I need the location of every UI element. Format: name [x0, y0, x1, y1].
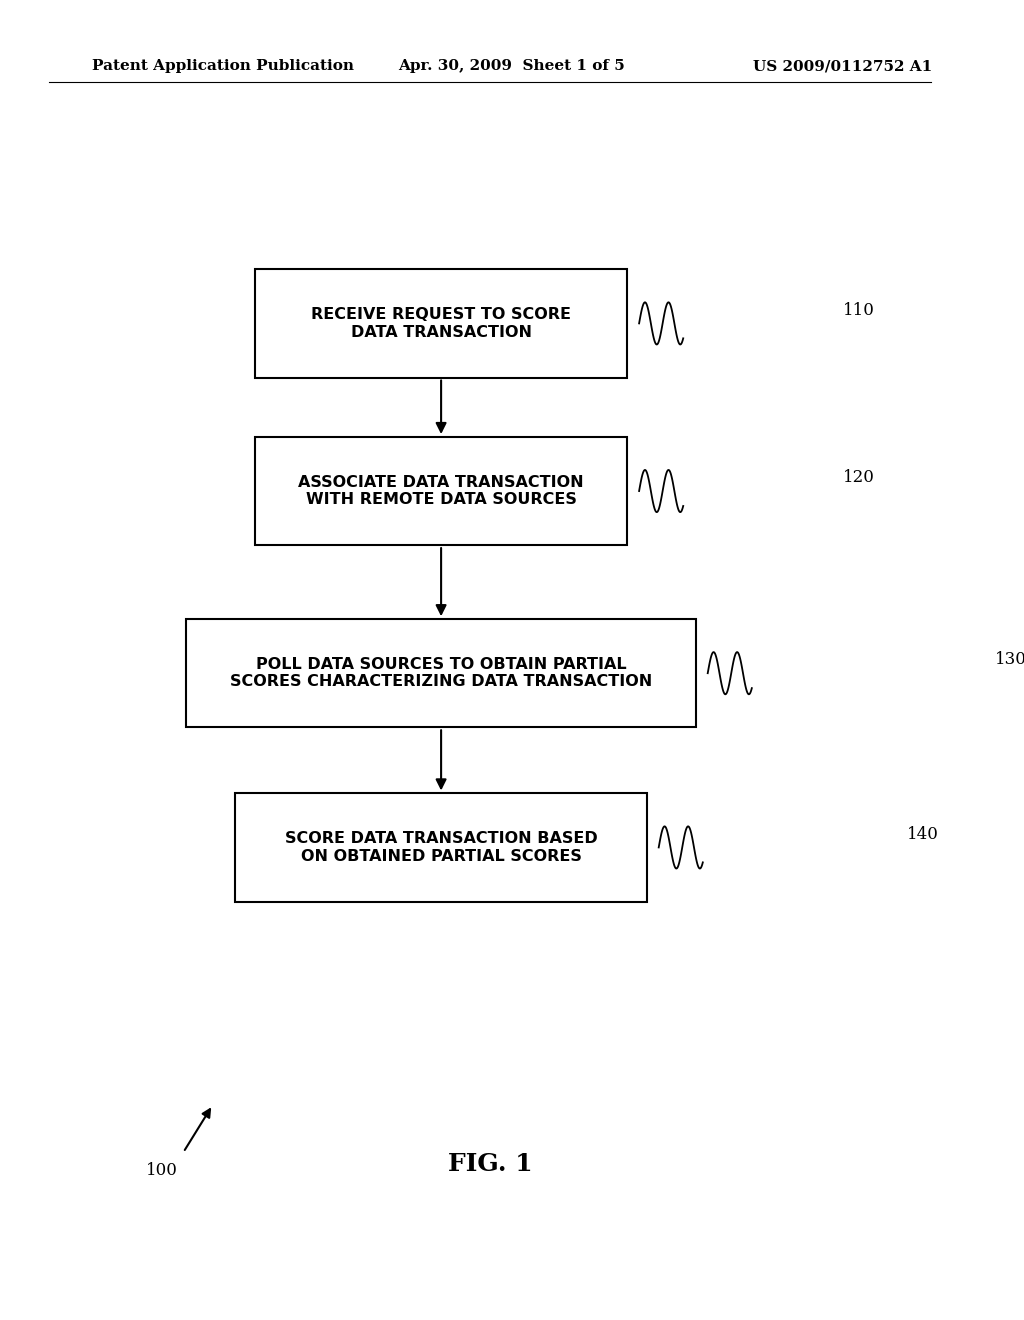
Text: 110: 110: [843, 302, 874, 318]
Text: 100: 100: [145, 1163, 178, 1179]
FancyBboxPatch shape: [186, 619, 696, 727]
Text: 120: 120: [843, 470, 874, 486]
Text: POLL DATA SOURCES TO OBTAIN PARTIAL
SCORES CHARACTERIZING DATA TRANSACTION: POLL DATA SOURCES TO OBTAIN PARTIAL SCOR…: [230, 657, 652, 689]
Text: FIG. 1: FIG. 1: [447, 1152, 532, 1176]
Text: SCORE DATA TRANSACTION BASED
ON OBTAINED PARTIAL SCORES: SCORE DATA TRANSACTION BASED ON OBTAINED…: [285, 832, 597, 863]
Text: RECEIVE REQUEST TO SCORE
DATA TRANSACTION: RECEIVE REQUEST TO SCORE DATA TRANSACTIO…: [311, 308, 571, 339]
Text: Patent Application Publication: Patent Application Publication: [92, 59, 354, 74]
Text: ASSOCIATE DATA TRANSACTION
WITH REMOTE DATA SOURCES: ASSOCIATE DATA TRANSACTION WITH REMOTE D…: [298, 475, 584, 507]
Text: US 2009/0112752 A1: US 2009/0112752 A1: [753, 59, 932, 74]
FancyBboxPatch shape: [255, 269, 628, 378]
Text: 130: 130: [995, 652, 1024, 668]
Text: 140: 140: [906, 826, 939, 842]
FancyBboxPatch shape: [255, 437, 628, 545]
Text: Apr. 30, 2009  Sheet 1 of 5: Apr. 30, 2009 Sheet 1 of 5: [398, 59, 626, 74]
FancyBboxPatch shape: [236, 793, 647, 902]
